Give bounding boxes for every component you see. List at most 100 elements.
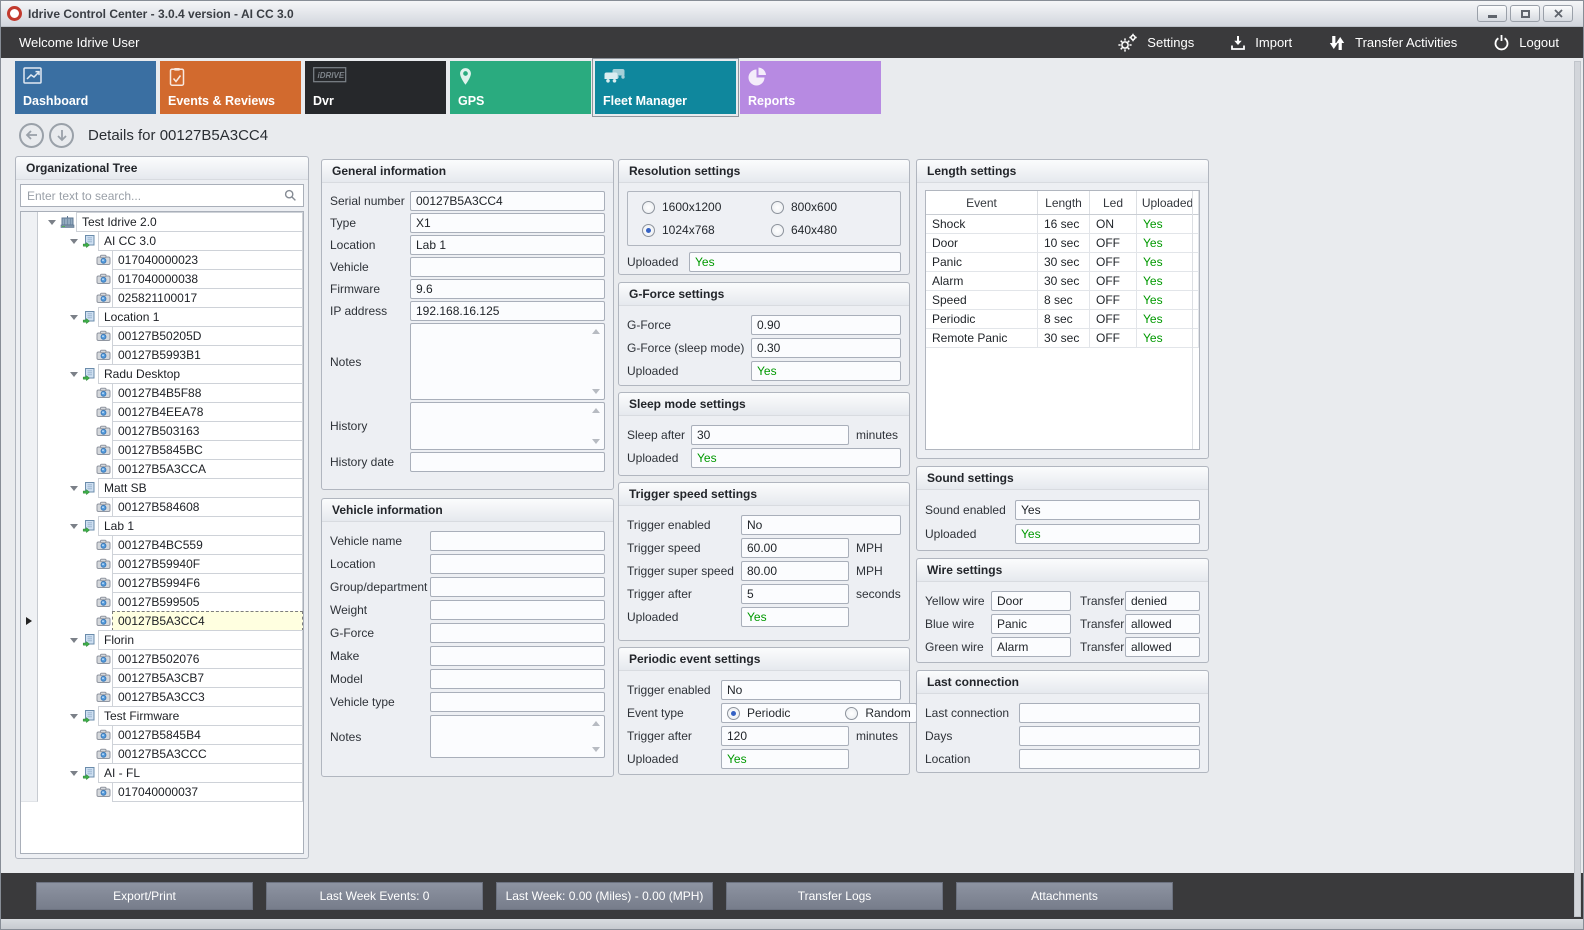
collapse-icon[interactable] xyxy=(68,231,80,251)
tree-node-00127b584608[interactable]: 00127B584608 xyxy=(112,497,303,517)
general_info-ip-address-field[interactable]: 192.168.16.125 xyxy=(410,301,605,321)
general_info-notes-field[interactable] xyxy=(410,323,605,400)
vehicle_info-vehicle-type-field[interactable] xyxy=(430,692,605,712)
tree-node-00127b5994f6[interactable]: 00127B5994F6 xyxy=(112,573,303,593)
collapse-icon[interactable] xyxy=(68,364,80,384)
collapse-icon[interactable] xyxy=(68,307,80,327)
search-input[interactable] xyxy=(21,188,284,203)
wire-yellow-field[interactable]: Door xyxy=(991,591,1071,611)
tile-reports[interactable]: Reports xyxy=(740,61,881,114)
tree-node-radu-desktop[interactable]: Radu Desktop xyxy=(98,364,303,384)
tree-node-00127b5845b4[interactable]: 00127B5845B4 xyxy=(112,725,303,745)
tile-events-reviews[interactable]: Events & Reviews xyxy=(160,61,301,114)
general_info-firmware-field[interactable]: 9.6 xyxy=(410,279,605,299)
vehicle_info-group-department-field[interactable] xyxy=(430,577,605,597)
radio-800x600[interactable] xyxy=(771,200,784,214)
tree-node-00127b50205d[interactable]: 00127B50205D xyxy=(112,326,303,346)
bottom-button-attachments[interactable]: Attachments xyxy=(956,882,1173,910)
bottom-button-last-week[interactable]: Last Week: 0.00 (Miles) - 0.00 (MPH) xyxy=(496,882,713,910)
gforce-g-force-sleep-mode-field[interactable]: 0.30 xyxy=(751,338,901,358)
trigger_speed-trigger-after-field[interactable]: 5 xyxy=(741,584,849,604)
tree-node-00127b5993b1[interactable]: 00127B5993B1 xyxy=(112,345,303,365)
wire-green-field[interactable]: Alarm xyxy=(991,637,1071,657)
length-table-row[interactable]: Periodic 8 sec OFF Yes xyxy=(926,310,1199,329)
gforce-g-force-field[interactable]: 0.90 xyxy=(751,315,901,335)
resolution-uploaded-field[interactable]: Yes xyxy=(689,252,901,272)
settings-button[interactable]: Settings xyxy=(1117,33,1194,52)
length-table-row[interactable]: Remote Panic 30 sec OFF Yes xyxy=(926,329,1199,348)
radio-periodic[interactable] xyxy=(727,706,740,720)
tile-fleet-manager[interactable]: Fleet Manager xyxy=(595,61,736,114)
collapse-icon[interactable] xyxy=(68,516,80,536)
tree-node-00127b5845bc[interactable]: 00127B5845BC xyxy=(112,440,303,460)
sound-uploaded-field[interactable]: Yes xyxy=(1015,524,1200,544)
tree-node-lab-1[interactable]: Lab 1 xyxy=(98,516,303,536)
vehicle_info-make-field[interactable] xyxy=(430,646,605,666)
vehicle_info-notes-field[interactable] xyxy=(430,715,605,758)
tree-node-00127b4eea78[interactable]: 00127B4EEA78 xyxy=(112,402,303,422)
tree-node-test-idrive-2-0[interactable]: Test Idrive 2.0 xyxy=(76,212,303,232)
tree-node-00127b5a3ccc[interactable]: 00127B5A3CCC xyxy=(112,744,303,764)
tree-node-test-firmware[interactable]: Test Firmware xyxy=(98,706,303,726)
periodic-trigger-after-field[interactable]: 120 xyxy=(721,726,849,746)
tile-dvr[interactable]: iDRIVE Dvr xyxy=(305,61,446,114)
last_connection-location-field[interactable] xyxy=(1019,749,1200,769)
collapse-icon[interactable] xyxy=(46,212,58,232)
transfer-activities-button[interactable]: Transfer Activities xyxy=(1328,35,1457,51)
general_info-history-field[interactable] xyxy=(410,402,605,450)
trigger_speed-trigger-speed-field[interactable]: 60.00 xyxy=(741,538,849,558)
last_connection-last-connection-field[interactable] xyxy=(1019,703,1200,723)
back-button[interactable] xyxy=(19,122,44,148)
collapse-icon[interactable] xyxy=(68,630,80,650)
expand-down-button[interactable] xyxy=(49,122,74,148)
length-table-row[interactable]: Shock 16 sec ON Yes xyxy=(926,215,1199,234)
radio-640x480[interactable] xyxy=(771,223,784,237)
radio-1600x1200[interactable] xyxy=(642,200,655,214)
tree-node-017040000038[interactable]: 017040000038 xyxy=(112,269,303,289)
last_connection-days-field[interactable] xyxy=(1019,726,1200,746)
vertical-scrollbar[interactable] xyxy=(1574,61,1581,917)
wire-blue-field[interactable]: Panic xyxy=(991,614,1071,634)
gforce-uploaded-field[interactable]: Yes xyxy=(751,361,901,381)
length-table-row[interactable]: Alarm 30 sec OFF Yes xyxy=(926,272,1199,291)
tree-node-location-1[interactable]: Location 1 xyxy=(98,307,303,327)
tile-dashboard[interactable]: Dashboard xyxy=(15,61,156,114)
minimize-button[interactable] xyxy=(1477,5,1507,22)
vehicle_info-g-force-field[interactable] xyxy=(430,623,605,643)
tree-node-00127b503163[interactable]: 00127B503163 xyxy=(112,421,303,441)
tree-node-matt-sb[interactable]: Matt SB xyxy=(98,478,303,498)
radio-random[interactable] xyxy=(845,706,859,720)
bottom-button-export-print[interactable]: Export/Print xyxy=(36,882,253,910)
periodic-uploaded-field[interactable]: Yes xyxy=(721,749,849,769)
close-button[interactable] xyxy=(1543,5,1573,22)
tree-node-00127b599505[interactable]: 00127B599505 xyxy=(112,592,303,612)
wire-blue-transfer-field[interactable]: allowed xyxy=(1125,614,1200,634)
tree-node-ai-cc-3-0[interactable]: AI CC 3.0 xyxy=(98,231,303,251)
logout-button[interactable]: Logout xyxy=(1493,34,1559,51)
sleep-sleep-after-field[interactable]: 30 xyxy=(691,425,849,445)
vehicle_info-location-field[interactable] xyxy=(430,554,605,574)
length-table-row[interactable]: Speed 8 sec OFF Yes xyxy=(926,291,1199,310)
length-table-row[interactable]: Panic 30 sec OFF Yes xyxy=(926,253,1199,272)
trigger_speed-uploaded-field[interactable]: Yes xyxy=(741,607,849,627)
general_info-vehicle-field[interactable] xyxy=(410,257,605,277)
vehicle_info-vehicle-name-field[interactable] xyxy=(430,531,605,551)
collapse-icon[interactable] xyxy=(68,706,80,726)
tree-node-00127b4bc559[interactable]: 00127B4BC559 xyxy=(112,535,303,555)
general_info-location-field[interactable]: Lab 1 xyxy=(410,235,605,255)
tree-node-florin[interactable]: Florin xyxy=(98,630,303,650)
wire-yellow-transfer-field[interactable]: denied xyxy=(1125,591,1200,611)
tree-node-00127b59940f[interactable]: 00127B59940F xyxy=(112,554,303,574)
trigger_speed-trigger-enabled-field[interactable]: No xyxy=(741,515,901,535)
tree-node-017040000023[interactable]: 017040000023 xyxy=(112,250,303,270)
tree-node-00127b5a3cc3[interactable]: 00127B5A3CC3 xyxy=(112,687,303,707)
maximize-button[interactable] xyxy=(1510,5,1540,22)
tree-node-00127b4b5f88[interactable]: 00127B4B5F88 xyxy=(112,383,303,403)
tree-node-017040000037[interactable]: 017040000037 xyxy=(112,782,303,802)
vehicle_info-model-field[interactable] xyxy=(430,669,605,689)
tree-node-00127b5a3cc4[interactable]: 00127B5A3CC4 xyxy=(112,611,303,631)
tree-node-025821100017[interactable]: 025821100017 xyxy=(112,288,303,308)
sleep-uploaded-field[interactable]: Yes xyxy=(691,448,901,468)
length-table-row[interactable]: Door 10 sec OFF Yes xyxy=(926,234,1199,253)
general_info-history-date-field[interactable] xyxy=(410,452,605,472)
